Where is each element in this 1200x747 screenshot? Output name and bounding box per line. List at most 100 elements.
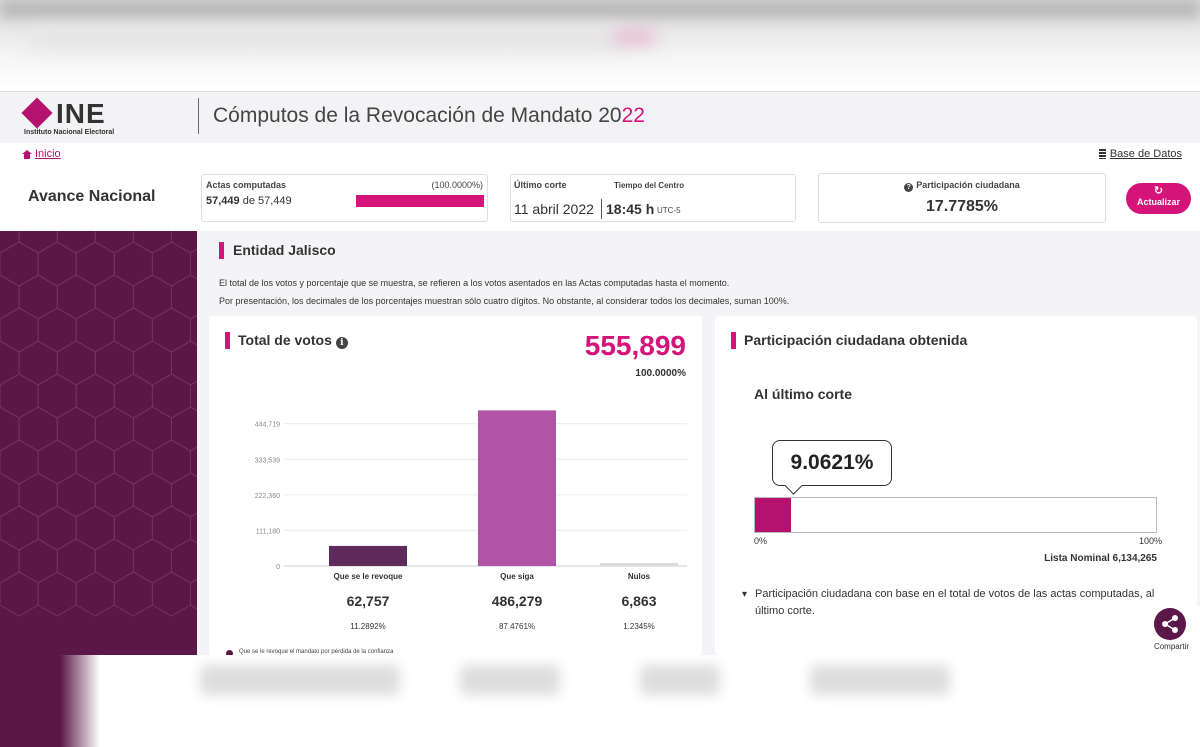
header-divider [198, 98, 199, 134]
category-label: Nulos [627, 572, 651, 581]
hexagon-shape [37, 505, 77, 551]
actas-progress-bar [356, 195, 484, 207]
hexagon-shape [37, 439, 77, 485]
hexagon-shape [75, 373, 115, 419]
category-percent: 11.2892% [350, 622, 386, 631]
hexagon-shape [113, 571, 153, 617]
blurred-bar [30, 28, 630, 50]
total-votos-title-text: Total de votos [238, 332, 332, 348]
hexagon-shape [132, 406, 172, 452]
question-icon[interactable]: ? [904, 183, 914, 192]
legend-label[interactable]: Que se le revoque el mandato por pérdida… [239, 649, 394, 655]
home-link-label: Inicio [35, 148, 61, 160]
y-tick-label: 0 [276, 564, 280, 571]
hexagon-shape [37, 571, 77, 617]
participacion-bubble: 9.0621% [772, 440, 892, 486]
hexagon-shape [151, 307, 191, 353]
hexagon-shape [56, 340, 96, 386]
category-label: Que siga [500, 572, 534, 581]
blurred-bar [460, 665, 560, 695]
hexagon-shape [0, 406, 20, 452]
hexagon-shape [113, 241, 153, 287]
votes-bar-chart: 0 111,180 222,360 333,539 444,719 [255, 410, 687, 571]
hexagon-shape [132, 538, 172, 584]
hexagon-shape [75, 505, 115, 551]
hexagon-shape [0, 505, 39, 551]
hexagon-shape [0, 538, 20, 584]
bar-1[interactable] [329, 545, 407, 566]
hexagon-shape [75, 439, 115, 485]
corte-divider [601, 199, 602, 219]
category-value: 6,863 [621, 593, 657, 609]
category-label: Que se le revoque [333, 572, 403, 581]
participacion-note[interactable]: Participación ciudadana con base en el t… [742, 586, 1172, 620]
corte-label: Último corte [514, 180, 567, 190]
category-percent: 87.4761% [498, 622, 536, 631]
hexagon-shape [113, 505, 153, 551]
blurred-bar [810, 665, 950, 695]
corte-date: 11 abril 2022 [514, 201, 594, 217]
ine-logo[interactable]: INE Instituto Nacional Electoral [21, 97, 142, 138]
entidad-title: Entidad Jalisco [219, 242, 336, 259]
title-highlight: 22 [621, 104, 645, 127]
hexagon-shape [37, 241, 77, 287]
participacion-axis-min: 0% [754, 536, 768, 546]
side-decoration [0, 231, 197, 655]
hexagon-shape [56, 538, 96, 584]
y-tick-label: 333,539 [255, 457, 280, 464]
category-value: 62,757 [346, 593, 390, 609]
category-value: 486,279 [491, 593, 543, 609]
hexagon-shape [37, 373, 77, 419]
ultimo-corte-subtitle: Al último corte [754, 386, 853, 402]
bar-3[interactable] [600, 563, 678, 566]
hexagon-shape [0, 571, 39, 617]
hexagon-shape [56, 472, 96, 518]
hexagon-shape [75, 571, 115, 617]
hexagon-shape [94, 231, 134, 254]
hexagon-shape [0, 373, 39, 419]
hexagon-shape [94, 340, 134, 386]
hexagon-shape [151, 439, 191, 485]
home-icon [22, 149, 32, 159]
breadcrumb-home[interactable]: Inicio [22, 148, 61, 160]
hexagon-shape [18, 274, 58, 320]
actas-label: Actas computadas [206, 180, 287, 190]
hexagon-shape [94, 472, 134, 518]
hexagon-shape [113, 307, 153, 353]
tiempo-label: Tiempo del Centro [614, 181, 685, 190]
category-percent: 1.2345% [623, 622, 655, 631]
hexagon-shape [18, 340, 58, 386]
bar-2[interactable] [478, 410, 556, 566]
blurred-bar [615, 30, 655, 44]
refresh-button[interactable]: ↻ Actualizar [1126, 183, 1191, 214]
participacion-box: ? Participación ciudadana 17.7785% [818, 173, 1106, 223]
blurred-bar [200, 665, 400, 695]
hexagon-shape [94, 406, 134, 452]
info-icon[interactable]: i [335, 337, 348, 349]
ultimo-corte-box: Último corte Tiempo del Centro 11 abril … [510, 174, 796, 222]
share-button[interactable]: Compartir [1143, 606, 1200, 656]
refresh-label: Actualizar [1136, 197, 1180, 207]
actas-computadas-box: Actas computadas (100.0000%) 57,449 de 5… [201, 174, 488, 222]
database-link[interactable]: Base de Datos [1098, 148, 1182, 160]
avance-nacional-label: Avance Nacional [28, 188, 156, 205]
participacion-value: 17.7785% [925, 198, 999, 215]
hexagon-shape [151, 373, 191, 419]
database-link-label: Base de Datos [1109, 148, 1182, 160]
hexagon-shape [171, 406, 197, 452]
participacion-label-row: ? Participación ciudadana [819, 180, 1105, 192]
logo-text: INE [56, 98, 106, 129]
y-tick-label: 444,719 [255, 422, 280, 429]
hexagon-shape [0, 231, 20, 254]
hexagon-shape [18, 538, 58, 584]
hexagon-shape [151, 241, 191, 287]
entidad-note-2: Por presentación, los decimales de los p… [219, 296, 790, 306]
hexagon-shape [171, 538, 197, 584]
hexagon-shape [0, 340, 20, 386]
refresh-icon: ↻ [1153, 185, 1164, 197]
hexagon-shape [56, 231, 96, 254]
blurred-bar [0, 0, 1200, 18]
blurred-bar [640, 665, 720, 695]
participacion-bar-fill [755, 498, 792, 532]
y-tick-label: 111,180 [256, 528, 280, 535]
